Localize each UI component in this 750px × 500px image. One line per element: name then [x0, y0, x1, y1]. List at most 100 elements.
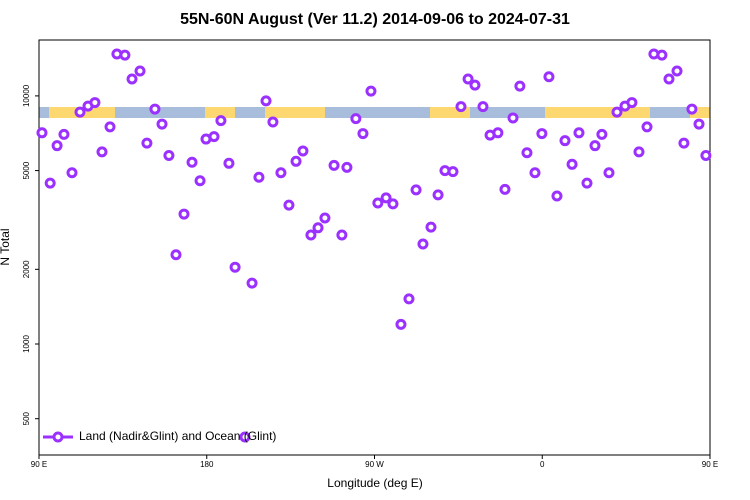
point	[536, 128, 548, 140]
point	[178, 208, 190, 220]
point	[275, 167, 287, 179]
point	[74, 106, 86, 118]
point	[507, 112, 519, 124]
point	[260, 95, 272, 107]
point	[469, 79, 481, 91]
point	[239, 431, 251, 443]
point	[671, 65, 683, 77]
point	[589, 140, 601, 152]
y-tick-label: 2000	[22, 260, 31, 278]
y-tick-label: 500	[22, 411, 31, 425]
point	[417, 238, 429, 250]
point	[66, 167, 78, 179]
point	[223, 157, 235, 169]
x-tick-label: 180	[200, 460, 214, 469]
point	[641, 121, 653, 133]
y-tick-label: 10000	[22, 84, 31, 107]
point	[678, 137, 690, 149]
point	[156, 118, 168, 130]
point	[477, 101, 489, 113]
point	[626, 97, 638, 109]
point	[380, 192, 392, 204]
point	[357, 128, 369, 140]
point	[447, 166, 459, 178]
point	[596, 128, 608, 140]
point	[186, 156, 198, 168]
y-axis-label: N Total	[0, 228, 12, 265]
point	[319, 212, 331, 224]
point	[51, 140, 63, 152]
point	[521, 147, 533, 159]
point	[297, 145, 309, 157]
point	[403, 293, 415, 305]
point	[194, 175, 206, 187]
point	[44, 177, 56, 189]
ocean-strip	[235, 107, 265, 118]
point	[686, 103, 698, 115]
point	[89, 97, 101, 109]
chart-title: 55N-60N August (Ver 11.2) 2014-09-06 to …	[180, 11, 570, 28]
point	[455, 101, 467, 113]
y-tick-label: 5000	[22, 161, 31, 179]
point	[432, 189, 444, 201]
ocean-strip	[325, 107, 430, 118]
point	[633, 146, 645, 158]
x-tick-label: 90 E	[31, 460, 47, 469]
point	[149, 103, 161, 115]
point	[283, 199, 295, 211]
point	[119, 49, 131, 61]
point	[134, 65, 146, 77]
point	[253, 171, 265, 183]
point	[170, 249, 182, 261]
x-tick-label: 0	[540, 460, 545, 469]
point	[499, 183, 511, 195]
point	[529, 167, 541, 179]
point	[425, 221, 437, 233]
legend-marker	[52, 431, 64, 443]
ocean-strip	[39, 107, 49, 118]
map-strip	[39, 107, 710, 118]
point	[573, 127, 585, 139]
point	[126, 73, 138, 85]
point	[290, 155, 302, 167]
point	[559, 135, 571, 147]
point	[581, 177, 593, 189]
point	[700, 150, 712, 162]
x-axis-label: Longitude (deg E)	[327, 476, 422, 490]
point	[305, 229, 317, 241]
point	[104, 121, 116, 133]
point	[208, 131, 220, 143]
point	[693, 118, 705, 130]
legend-label: Land (Nadir&Glint) and Ocean (Glint)	[79, 429, 276, 443]
x-tick-label: 90 E	[702, 460, 718, 469]
point	[341, 161, 353, 173]
ocean-strip	[115, 107, 205, 118]
point	[514, 80, 526, 92]
point	[336, 229, 348, 241]
point	[395, 318, 407, 330]
point	[462, 73, 474, 85]
point	[96, 146, 108, 158]
ocean-strip	[470, 107, 545, 118]
point	[267, 116, 279, 128]
point	[163, 150, 175, 162]
point	[36, 127, 48, 139]
point	[492, 127, 504, 139]
point	[328, 159, 340, 171]
point	[141, 137, 153, 149]
point	[543, 71, 555, 83]
ocean-strip	[650, 107, 690, 118]
point	[372, 197, 384, 209]
point	[663, 73, 675, 85]
point	[566, 158, 578, 170]
x-tick-label: 90 W	[365, 460, 384, 469]
point	[551, 190, 563, 202]
point	[603, 167, 615, 179]
y-tick-label: 1000	[22, 335, 31, 353]
point	[312, 222, 324, 234]
point	[611, 106, 623, 118]
point	[215, 115, 227, 127]
point	[387, 198, 399, 210]
